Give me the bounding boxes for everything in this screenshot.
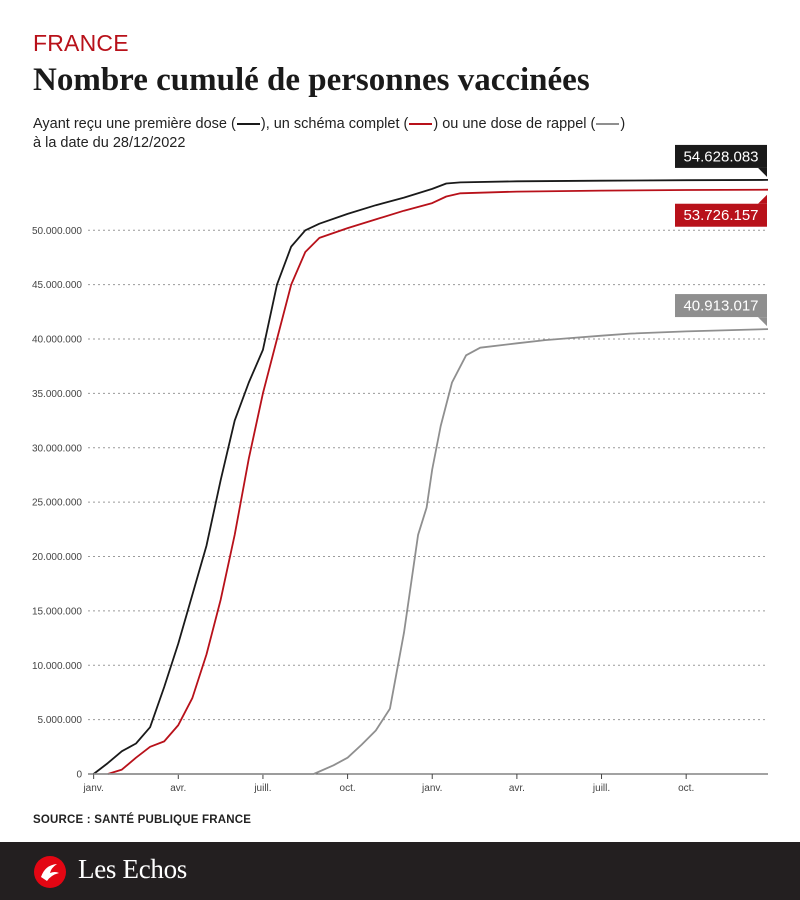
y-tick-label: 15.000.000: [32, 606, 82, 617]
y-tick-label: 0: [76, 770, 82, 781]
end-label-badge: [675, 144, 767, 168]
x-tick-label: oct.: [678, 783, 694, 794]
y-tick-label: 25.000.000: [32, 498, 82, 509]
x-tick-label: oct.: [340, 783, 356, 794]
y-tick-label: 45.000.000: [32, 280, 82, 291]
x-tick-label: janv.: [421, 783, 442, 794]
end-value-label: 54.628.083: [683, 148, 758, 165]
end-label-pointer: [758, 194, 767, 204]
end-value-label: 40.913.017: [683, 298, 758, 315]
series-line-complete: [107, 188, 769, 775]
line-chart: 0 5.000.000 10.000.000 15.000.000 20.000.000…: [32, 144, 769, 794]
x-tick-label: janv.: [82, 783, 103, 794]
y-tick-label: 5.000.000: [38, 715, 83, 726]
chart-subtitle: Ayant reçu une première dose ( ), un sché…: [33, 115, 793, 153]
x-tick-label: juill.: [253, 783, 271, 794]
series-line-booster: [93, 328, 769, 775]
x-tick-label: juill.: [592, 783, 610, 794]
end-value-label: 53.726.157: [683, 207, 758, 224]
chart-title: Nombre cumulé de personnes vaccinées: [33, 62, 590, 98]
x-tick-label: avr.: [509, 783, 525, 794]
y-tick-label: 20.000.000: [32, 552, 82, 563]
y-tick-label: 35.000.000: [32, 389, 82, 400]
source-note: SOURCE : SANTÉ PUBLIQUE FRANCE: [33, 814, 252, 826]
y-tick-label: 10.000.000: [32, 661, 82, 672]
y-tick-label: 40.000.000: [32, 335, 82, 346]
series-line-first-dose: [93, 179, 769, 775]
end-label-pointer: [758, 317, 767, 327]
legend-complete-line: [409, 123, 433, 126]
les-echos-logo-icon: [34, 856, 66, 888]
end-label-pointer: [758, 167, 767, 177]
end-label-badge: [675, 294, 767, 318]
legend-booster-line: [596, 123, 620, 126]
x-tick-label: avr.: [170, 783, 186, 794]
subtitle-text-4: ): [620, 116, 626, 132]
subtitle-text-3: ) ou une dose de rappel (: [433, 116, 596, 132]
subtitle-text-2: ), un schéma complet (: [260, 116, 409, 132]
brand-name: Les Echos: [78, 854, 188, 884]
legend-first-dose-line: [236, 123, 260, 126]
kicker-country: FRANCE: [33, 30, 129, 56]
subtitle-date: à la date du 28/12/2022: [33, 135, 186, 151]
footer-bar: Les Echos: [0, 842, 800, 900]
subtitle-text-1: Ayant reçu une première dose (: [33, 116, 236, 132]
y-tick-label: 30.000.000: [32, 443, 82, 454]
y-tick-label: 50.000.000: [32, 226, 82, 237]
end-label-badge: [675, 203, 767, 227]
